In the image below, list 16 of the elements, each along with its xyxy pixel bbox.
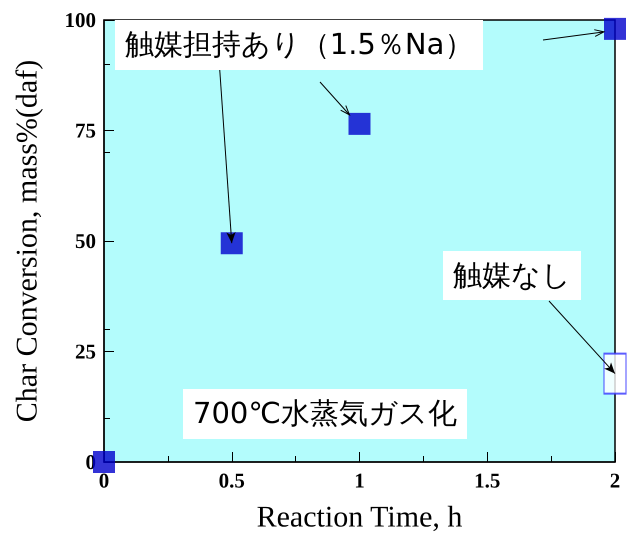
- y-tick-label: 50: [75, 229, 96, 253]
- x-tick-label: 1.5: [474, 468, 500, 492]
- y-tick-label: 25: [75, 340, 96, 364]
- x-tick-label: 1: [354, 468, 365, 492]
- x-tick-label: 0.5: [218, 468, 245, 492]
- point: [348, 112, 370, 135]
- annotation: 触媒担持あり（1.5％Na）: [114, 20, 484, 70]
- x-tick-label: 2: [610, 468, 620, 492]
- annotation: 700℃水蒸気ガス化: [183, 389, 467, 439]
- point: [220, 232, 243, 254]
- y-axis-title: Char Conversion, mass%(daf): [10, 60, 44, 422]
- annotation: 触媒なし: [443, 250, 581, 300]
- y-tick-label: 100: [64, 8, 96, 32]
- y-tick-label: 75: [75, 118, 96, 142]
- x-axis-title: Reaction Time, h: [256, 500, 462, 534]
- point: [604, 18, 626, 40]
